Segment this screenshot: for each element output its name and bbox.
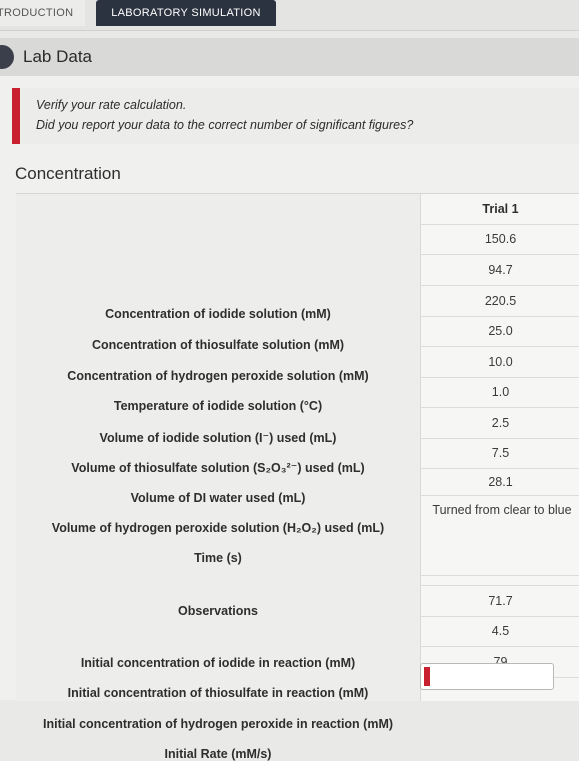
value-observations: Turned from clear to blue	[432, 503, 572, 517]
validation-alert: Verify your rate calculation. Did you re…	[12, 88, 579, 144]
top-tab-bar: TRODUCTION LABORATORY SIMULATION	[0, 0, 579, 31]
value-initial-thiosulfate: 4.5	[421, 616, 579, 647]
lab-data-content: Verify your rate calculation. Did you re…	[0, 76, 579, 761]
value-observations-cell: Turned from clear to blue	[421, 495, 579, 576]
value-peroxide-conc: 220.5	[421, 286, 579, 317]
value-water-volume: 2.5	[421, 408, 579, 439]
label-water-volume: Volume of DI water used (mL)	[130, 491, 306, 505]
label-peroxide-volume: Volume of hydrogen peroxide solution (H₂…	[51, 521, 385, 535]
label-observations: Observations	[178, 604, 258, 618]
label-initial-rate: Initial Rate (mM/s)	[164, 747, 272, 761]
alert-message-1: Verify your rate calculation.	[36, 98, 187, 112]
collapse-icon[interactable]	[0, 45, 14, 69]
label-iodide-volume: Volume of iodide solution (I⁻) used (mL)	[99, 431, 337, 445]
data-table: Trial 1 150.6 94.7 220.5 25.0 10.0 1.0 2…	[16, 193, 579, 761]
lab-data-header: Lab Data	[0, 38, 579, 76]
alert-message-2: Did you report your data to the correct …	[36, 118, 414, 132]
label-thiosulfate-volume: Volume of thiosulfate solution (S₂O₃²⁻) …	[71, 461, 365, 475]
value-initial-iodide: 71.7	[421, 585, 579, 617]
label-thiosulfate-conc: Concentration of thiosulfate solution (m…	[91, 338, 345, 352]
label-initial-thiosulfate: Initial concentration of thiosulfate in …	[67, 686, 369, 700]
value-temperature: 25.0	[421, 316, 579, 347]
label-peroxide-conc: Concentration of hydrogen peroxide solut…	[67, 369, 369, 383]
invalid-marker	[424, 667, 430, 686]
label-initial-iodide: Initial concentration of iodide in react…	[80, 656, 356, 670]
label-initial-peroxide: Initial concentration of hydrogen peroxi…	[42, 717, 394, 731]
initial-rate-input[interactable]	[420, 663, 554, 690]
label-iodide-conc: Concentration of iodide solution (mM)	[105, 307, 331, 321]
value-time: 28.1	[421, 469, 579, 496]
value-iodide-volume: 10.0	[421, 347, 579, 378]
tab-laboratory-simulation[interactable]: LABORATORY SIMULATION	[96, 0, 276, 26]
alert-accent-bar	[12, 88, 20, 144]
label-time: Time (s)	[194, 551, 242, 565]
section-title: Concentration	[15, 164, 121, 183]
value-thiosulfate-volume: 1.0	[421, 377, 579, 408]
value-peroxide-volume: 7.5	[421, 438, 579, 469]
label-temperature: Temperature of iodide solution (°C)	[113, 399, 323, 413]
trial-header: Trial 1	[421, 194, 579, 225]
panel-title: Lab Data	[23, 47, 92, 66]
tab-introduction[interactable]: TRODUCTION	[0, 0, 85, 26]
value-iodide-conc: 150.6	[421, 224, 579, 255]
trial-column: Trial 1 150.6 94.7 220.5 25.0 10.0 1.0 2…	[420, 194, 579, 701]
value-thiosulfate-conc: 94.7	[421, 255, 579, 286]
